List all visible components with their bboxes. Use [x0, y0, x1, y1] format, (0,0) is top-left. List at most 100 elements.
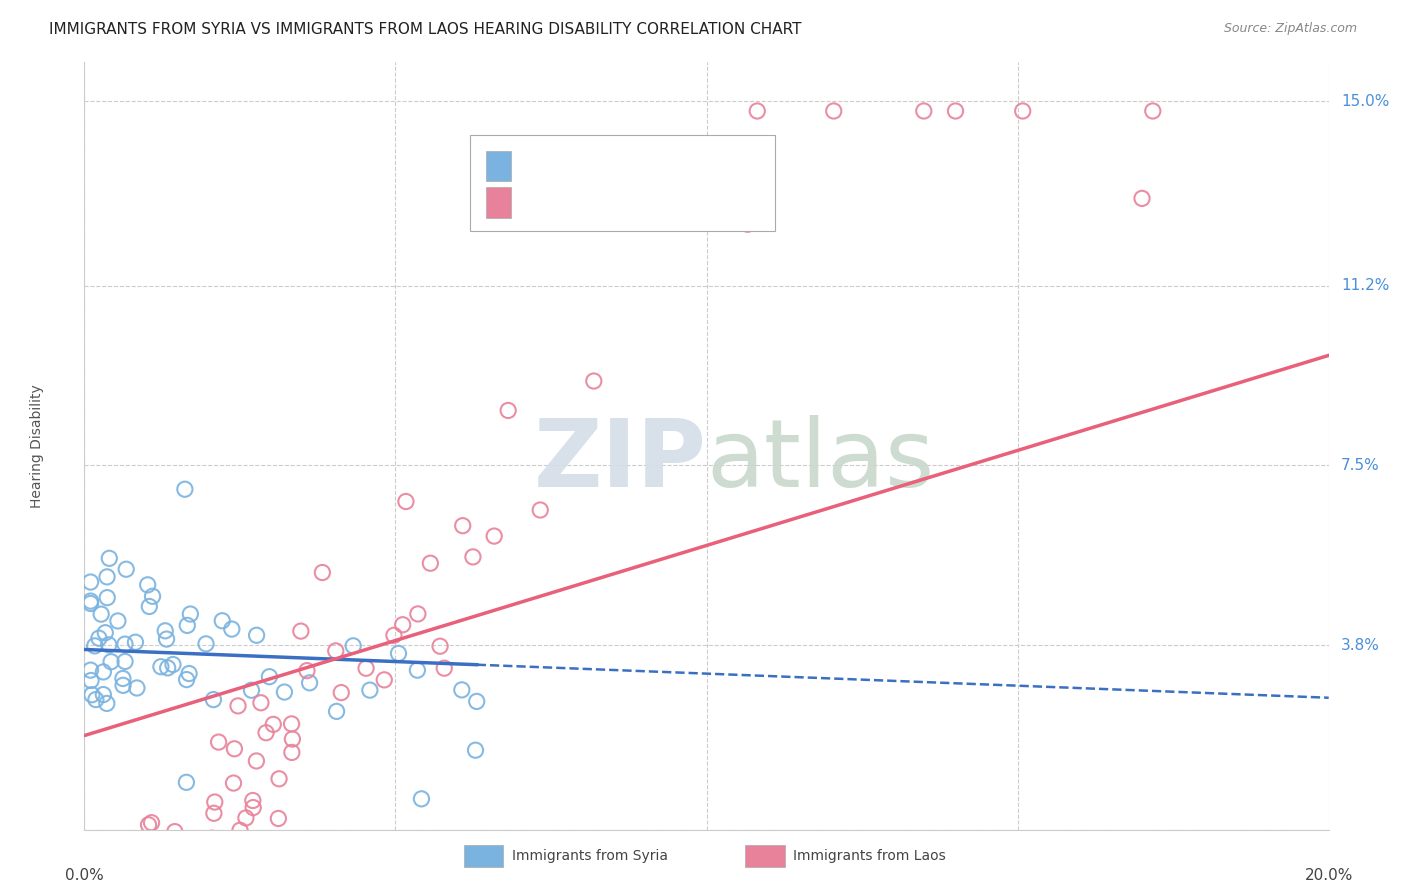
Point [250, 696, 273, 710]
FancyBboxPatch shape [470, 136, 775, 231]
Point [155, 624, 177, 638]
Point [79, 832, 101, 847]
Point [242, 793, 264, 807]
Point [406, 607, 429, 621]
Point [201, 831, 224, 846]
Point [148, 832, 170, 847]
Point [80, 688, 103, 702]
Bar [486, 151, 512, 181]
Point [115, 562, 138, 576]
Point [419, 556, 441, 570]
Point [176, 775, 198, 789]
Point [173, 482, 195, 496]
Point [745, 150, 768, 164]
Point [1011, 103, 1033, 118]
Point [354, 661, 377, 675]
Point [94, 625, 117, 640]
Point [226, 698, 249, 713]
Point [461, 549, 484, 564]
Point [222, 776, 245, 790]
Point [387, 647, 409, 661]
Text: IMMIGRANTS FROM SYRIA VS IMMIGRANTS FROM LAOS HEARING DISABILITY CORRELATION CHA: IMMIGRANTS FROM SYRIA VS IMMIGRANTS FROM… [49, 22, 801, 37]
Text: 68: 68 [695, 194, 716, 209]
Point [146, 832, 169, 847]
Point [111, 672, 134, 686]
Point [136, 578, 159, 592]
Point [79, 597, 101, 611]
Point [273, 685, 295, 699]
Point [451, 518, 474, 533]
Point [211, 614, 233, 628]
Point [96, 591, 118, 605]
Point [124, 635, 146, 649]
Point [80, 673, 103, 688]
Text: 15.0%: 15.0% [1341, 94, 1389, 109]
Point [325, 644, 347, 658]
Point [176, 673, 198, 687]
Text: 7.5%: 7.5% [1341, 458, 1379, 473]
Point [169, 832, 191, 847]
Point [79, 575, 101, 590]
Point [267, 812, 290, 826]
Text: 3.8%: 3.8% [1341, 638, 1379, 653]
Point [97, 638, 120, 652]
Point [245, 754, 267, 768]
Point [162, 657, 184, 672]
Point [245, 628, 267, 642]
Text: ZIP: ZIP [534, 416, 707, 508]
Text: Immigrants from Syria: Immigrants from Syria [512, 849, 668, 863]
Point [945, 103, 967, 118]
Point [100, 655, 122, 669]
Text: R =: R = [519, 194, 551, 209]
Point [141, 815, 163, 830]
Point [325, 705, 347, 719]
Point [582, 374, 605, 388]
Point [433, 661, 456, 675]
Point [96, 832, 118, 847]
Point [529, 503, 551, 517]
Point [240, 683, 263, 698]
Text: Hearing Disability: Hearing Disability [30, 384, 44, 508]
Point [202, 692, 225, 706]
Point [179, 832, 201, 847]
Point [114, 637, 136, 651]
Point [93, 688, 115, 702]
Point [382, 628, 405, 642]
Point [195, 832, 218, 847]
Point [93, 832, 115, 847]
Point [138, 818, 160, 832]
Point [737, 217, 759, 231]
Text: N =: N = [651, 194, 685, 209]
Point [262, 717, 284, 731]
Text: 11.2%: 11.2% [1341, 278, 1389, 293]
Point [195, 637, 218, 651]
Point [496, 403, 519, 417]
Point [295, 664, 318, 678]
Point [235, 811, 257, 825]
Point [912, 103, 935, 118]
Point [142, 589, 165, 603]
Point [89, 832, 111, 847]
Point [129, 832, 152, 847]
Point [87, 631, 110, 645]
Point [93, 665, 115, 679]
Point [464, 743, 486, 757]
Point [267, 772, 290, 786]
Point [156, 661, 179, 675]
Point [80, 832, 103, 847]
Point [281, 746, 304, 760]
Point [450, 682, 472, 697]
Point [96, 570, 118, 584]
Point [160, 832, 183, 847]
Point [395, 494, 418, 508]
Point [747, 103, 769, 118]
Point [259, 670, 281, 684]
Point [281, 732, 304, 747]
Point [155, 632, 177, 646]
Point [94, 832, 117, 847]
Point [138, 599, 160, 614]
Point [465, 694, 488, 708]
Point [280, 717, 302, 731]
Point [242, 800, 264, 814]
Point [359, 683, 381, 698]
